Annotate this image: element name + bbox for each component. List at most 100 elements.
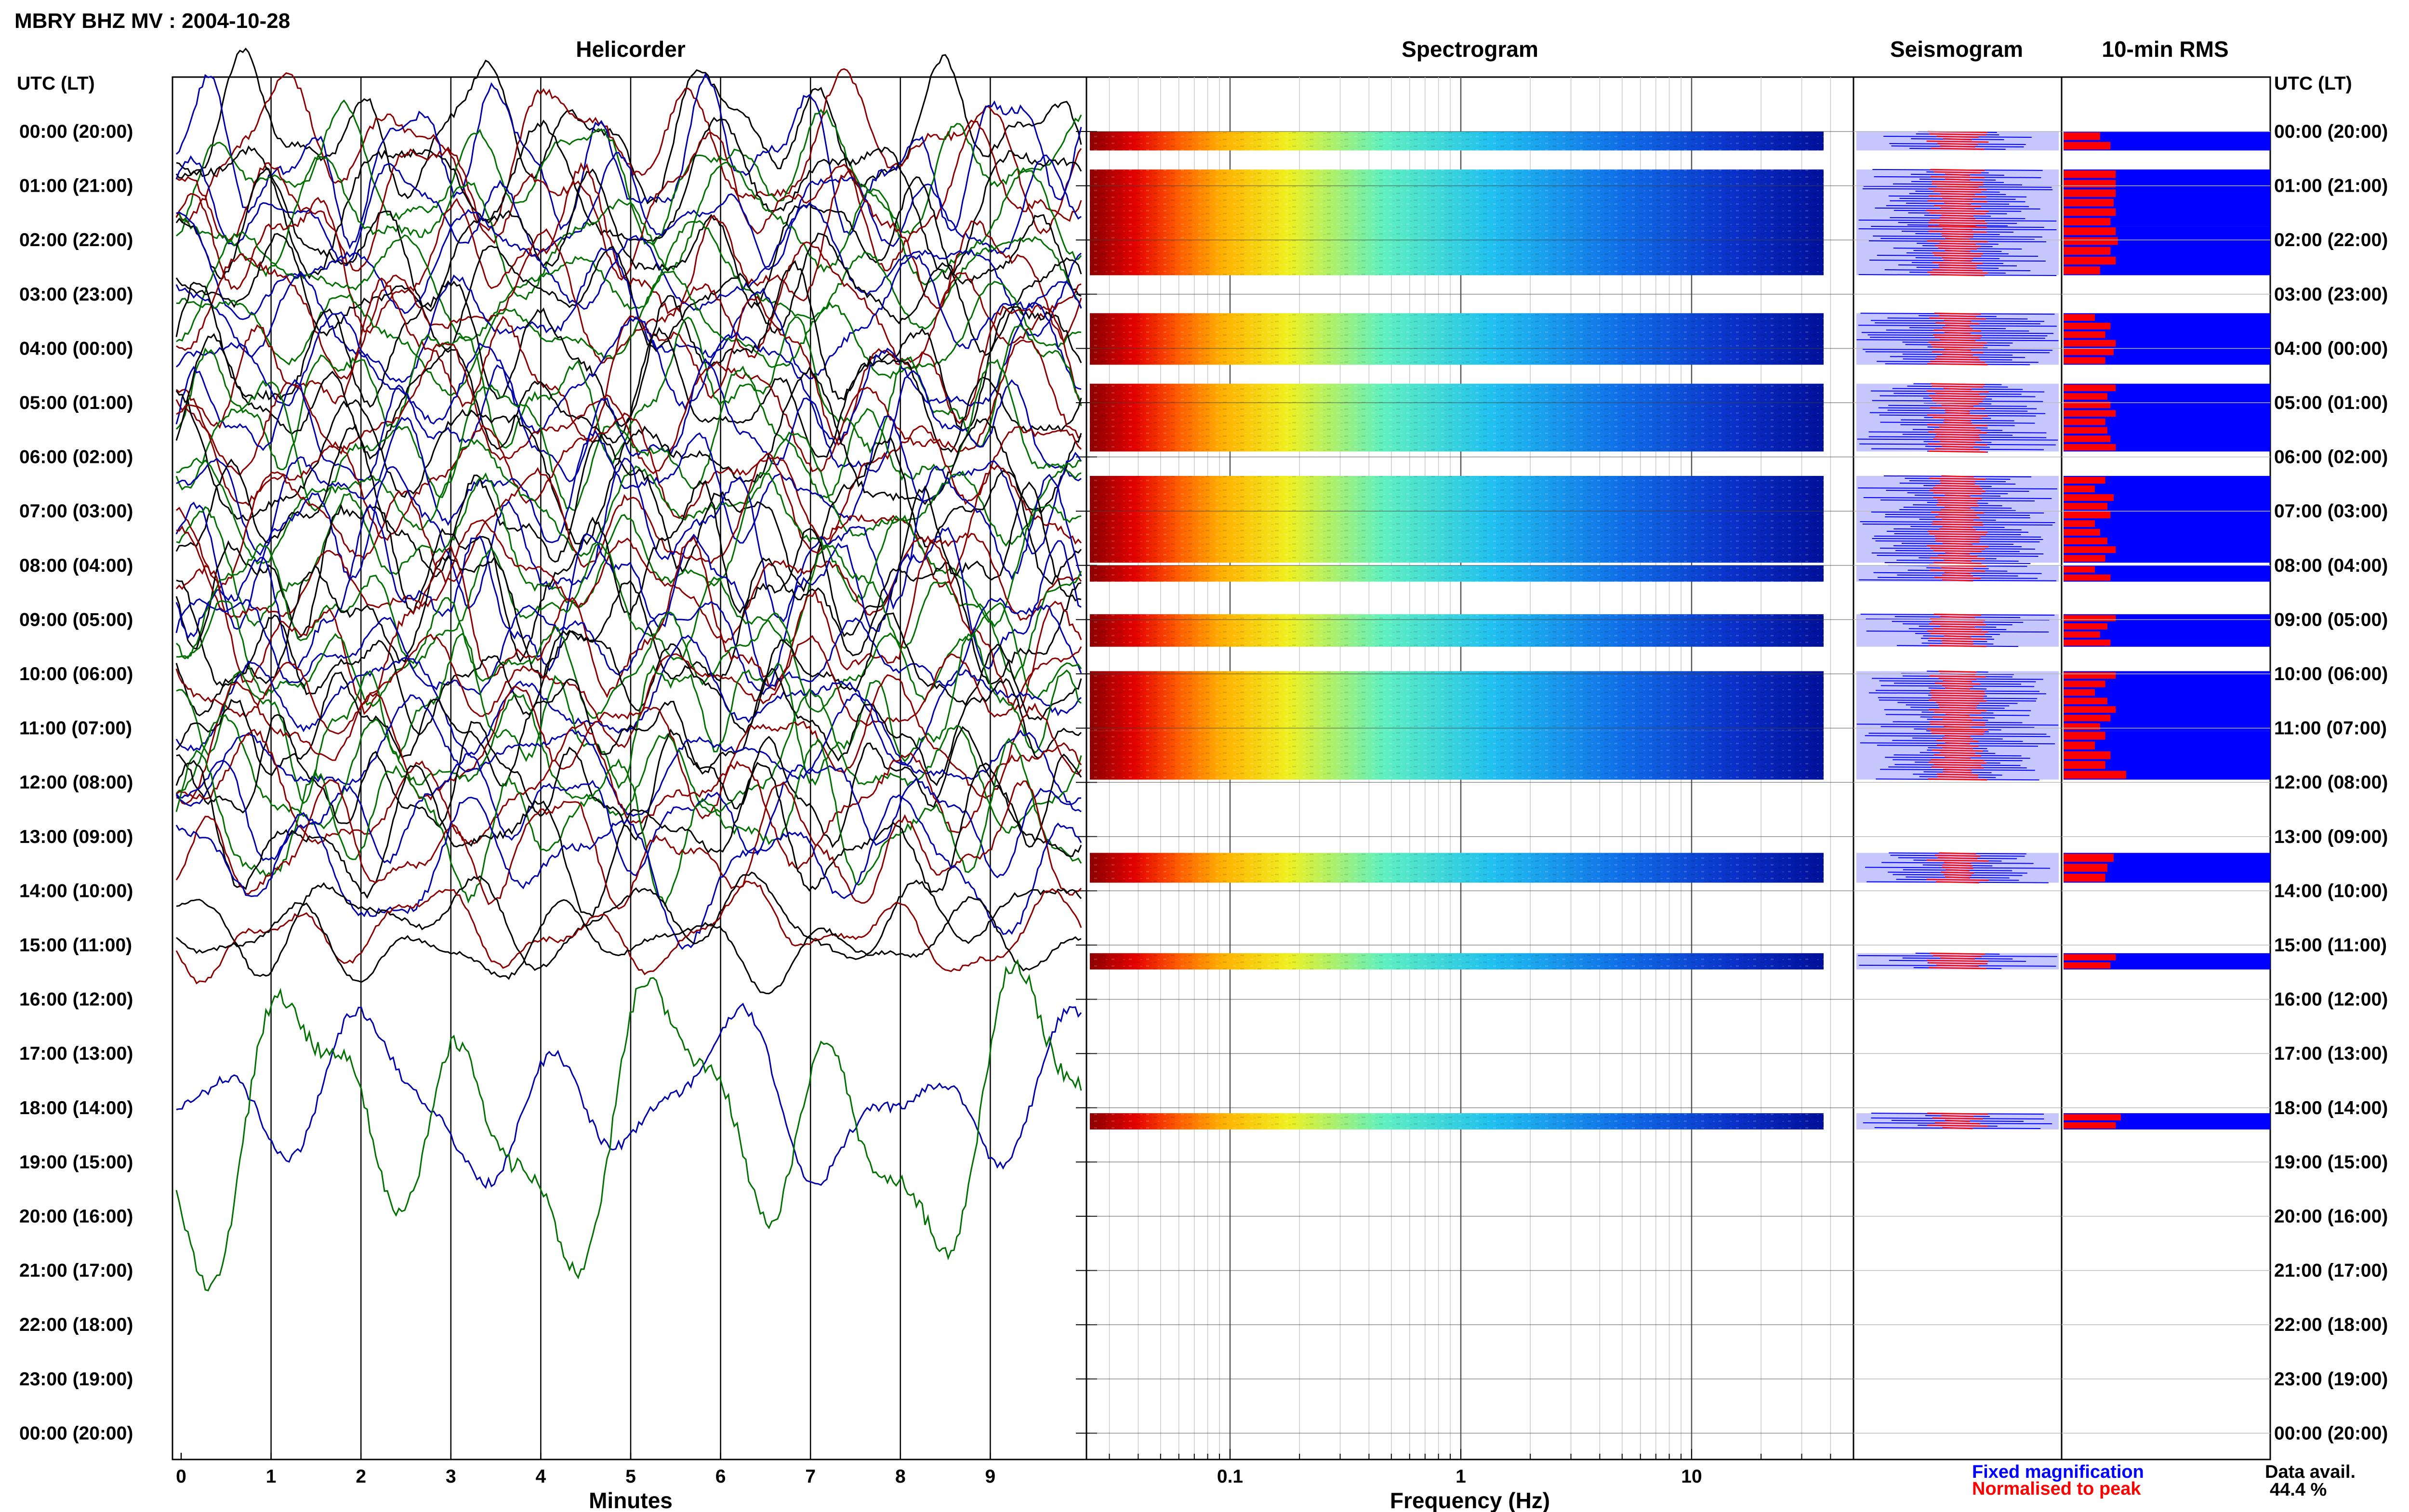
- seismogram-normalised-trace: [1927, 952, 1988, 970]
- rms-normalised-bar: [2064, 672, 2116, 679]
- rms-normalised-bar: [2064, 512, 2111, 519]
- helicorder-trace: [175, 959, 1082, 1291]
- rms-normalised-bar: [2064, 384, 2116, 392]
- helicorder-trace: [176, 99, 1082, 247]
- helicorder-trace: [175, 339, 1082, 476]
- helicorder-trace: [175, 302, 1082, 447]
- rms-normalised-bar: [2064, 208, 2116, 216]
- helicorder-trace: [176, 47, 1082, 205]
- time-label-right: 07:00 (03:00): [2274, 501, 2388, 522]
- rms-normalised-bar: [2064, 256, 2116, 265]
- rms-normalised-bar: [2064, 751, 2111, 760]
- seismogram-normalised-trace: [1928, 730, 1987, 781]
- time-label-right: 20:00 (16:00): [2274, 1206, 2388, 1227]
- spectrogram-title: Spectrogram: [1402, 37, 1538, 62]
- legend-fixed-magnification: Fixed magnification: [1972, 1462, 2144, 1482]
- helicorder-trace: [175, 737, 1082, 907]
- seismogram-normalised-trace: [1927, 312, 1988, 366]
- spectrogram-texture: [1090, 614, 1824, 647]
- rms-normalised-bar: [2064, 427, 2107, 434]
- rms-normalised-bar: [2064, 714, 2111, 722]
- time-label-left: 14:00 (10:00): [19, 881, 133, 901]
- frequency-tick-label: 1: [1456, 1466, 1466, 1487]
- rms-normalised-bar: [2064, 444, 2116, 451]
- minute-tick-label: 2: [356, 1466, 366, 1487]
- helicorder-trace: [176, 404, 1082, 541]
- rms-normalised-bar: [2064, 357, 2105, 364]
- seismogram-normalised-trace: [1926, 169, 1989, 227]
- time-label-left: 20:00 (16:00): [19, 1206, 133, 1227]
- rms-normalised-bar: [2064, 520, 2095, 527]
- rms-normalised-bar: [2064, 954, 2116, 960]
- spectrogram-texture: [1090, 169, 1824, 227]
- time-label-right: 02:00 (22:00): [2274, 230, 2388, 250]
- minute-tick-label: 4: [536, 1466, 546, 1487]
- helicorder-trace: [176, 472, 1082, 628]
- time-label-left: 23:00 (19:00): [19, 1369, 133, 1390]
- time-label-right: 19:00 (15:00): [2274, 1152, 2388, 1172]
- time-axis-label-right: UTC (LT): [2274, 73, 2352, 94]
- time-label-right: 03:00 (23:00): [2274, 284, 2388, 305]
- rms-normalised-bar: [2064, 401, 2111, 408]
- minute-tick-label: 0: [176, 1466, 186, 1487]
- spectrogram-x-axis-label: Frequency (Hz): [1390, 1488, 1550, 1512]
- rms-normalised-bar: [2064, 623, 2107, 630]
- rms-normalised-bar: [2064, 1122, 2116, 1129]
- helicorder-trace: [175, 457, 1082, 630]
- helicorder-trace: [175, 794, 1082, 950]
- spectrogram-panel: 0.1 1 10: [1085, 76, 1854, 1487]
- time-label-right: 00:00 (20:00): [2274, 121, 2388, 142]
- helicorder-trace: [175, 612, 1082, 736]
- rms-normalised-bar: [2064, 503, 2107, 510]
- spectrogram-texture: [1090, 953, 1824, 970]
- rms-normalised-bar: [2064, 864, 2107, 872]
- time-label-left: 03:00 (23:00): [19, 284, 133, 305]
- time-label-right: 23:00 (19:00): [2274, 1369, 2388, 1390]
- rms-normalised-bar: [2064, 689, 2095, 696]
- helicorder-trace: [175, 542, 1082, 681]
- helicorder-trace: [175, 156, 1082, 301]
- time-label-right: 22:00 (18:00): [2274, 1315, 2388, 1335]
- helicorder-trace: [176, 631, 1082, 804]
- seismogram-normalised-trace: [1926, 475, 1989, 565]
- time-label-left: 22:00 (18:00): [19, 1315, 133, 1335]
- minute-tick-label: 7: [805, 1466, 816, 1487]
- time-label-left: 11:00 (07:00): [19, 718, 132, 739]
- spectrogram-texture: [1090, 383, 1824, 452]
- helicorder-trace: [176, 1002, 1082, 1189]
- rms-normalised-bar: [2064, 266, 2100, 275]
- rms-normalised-bar: [2064, 962, 2111, 969]
- rms-normalised-bar: [2064, 170, 2116, 178]
- helicorder-trace: [176, 415, 1082, 556]
- time-label-right: 06:00 (02:00): [2274, 447, 2388, 468]
- time-label-left: 19:00 (15:00): [19, 1152, 133, 1172]
- helicorder-trace: [175, 779, 1082, 910]
- helicorder-trace: [175, 168, 1082, 312]
- rms-normalised-bar: [2064, 555, 2105, 562]
- time-label-right: 05:00 (01:00): [2274, 393, 2388, 413]
- time-label-left: 09:00 (05:00): [19, 609, 133, 630]
- minute-tick-label: 9: [985, 1466, 996, 1487]
- time-label-left: 07:00 (03:00): [19, 501, 133, 522]
- helicorder-trace: [176, 202, 1082, 337]
- rms-normalised-bar: [2064, 761, 2105, 769]
- time-label-right: 18:00 (14:00): [2274, 1098, 2388, 1118]
- time-label-left: 00:00 (20:00): [19, 1423, 133, 1444]
- helicorder-trace: [176, 896, 1082, 995]
- minute-tick-label: 3: [446, 1466, 456, 1487]
- minute-tick-label: 5: [625, 1466, 636, 1487]
- helicorder-trace: [175, 73, 1082, 250]
- time-label-left: 18:00 (14:00): [19, 1098, 133, 1118]
- rms-normalised-bar: [2064, 723, 2100, 730]
- rms-normalised-bar: [2064, 331, 2105, 338]
- rms-normalised-bar: [2064, 247, 2111, 255]
- time-label-right: 16:00 (12:00): [2274, 989, 2388, 1010]
- rms-normalised-bar: [2064, 323, 2111, 329]
- helicorder-trace: [176, 714, 1082, 848]
- helicorder-trace: [176, 120, 1082, 281]
- rms-normalised-bar: [2064, 477, 2105, 484]
- time-label-left: 06:00 (02:00): [19, 447, 133, 468]
- seismogram-title: Seismogram: [1890, 37, 2023, 62]
- minute-tick-label: 8: [895, 1466, 906, 1487]
